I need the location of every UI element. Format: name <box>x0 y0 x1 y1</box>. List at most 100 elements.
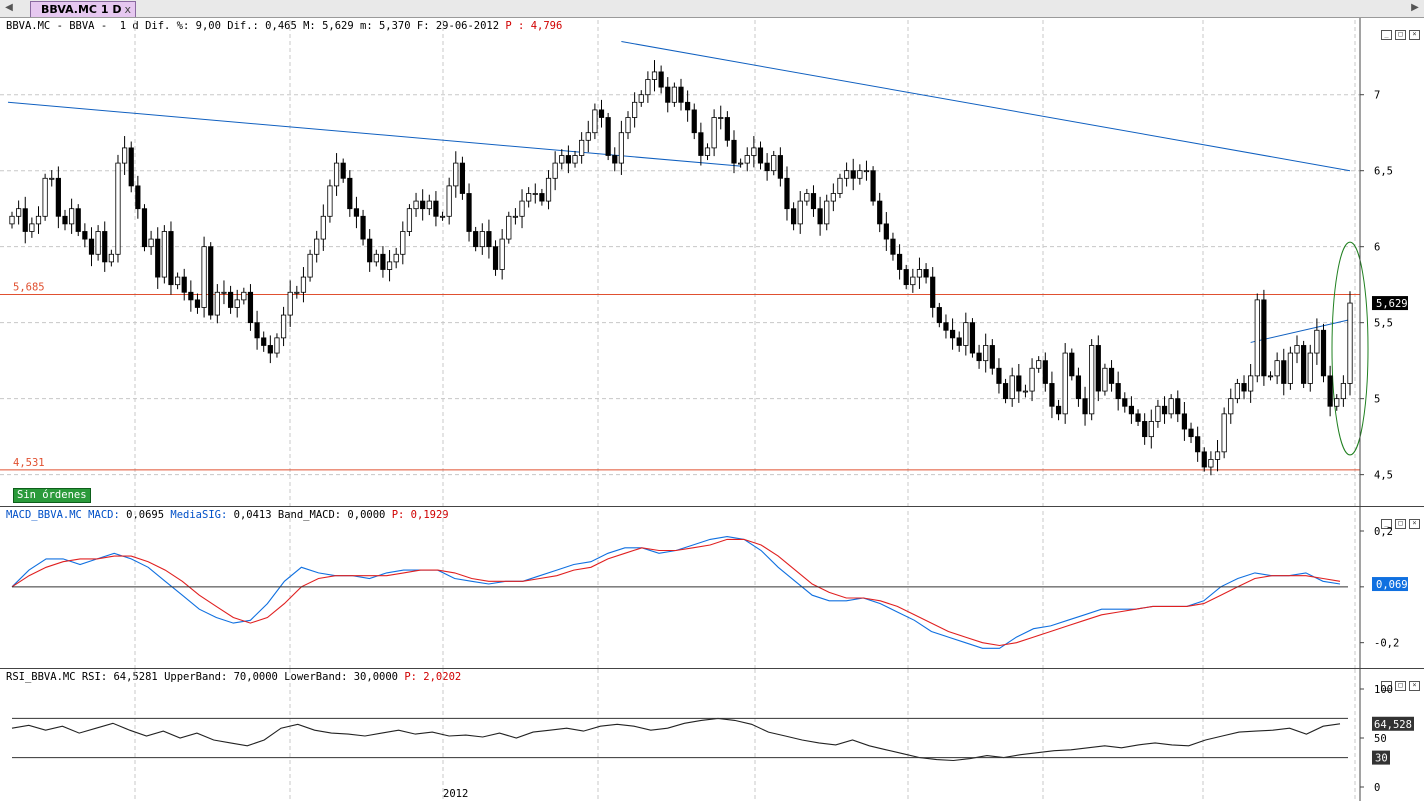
candle-up <box>1307 352 1313 384</box>
tab-scroll-right-icon[interactable]: ▶ <box>1411 2 1419 13</box>
candle-down <box>777 155 783 179</box>
candle-down <box>691 109 697 134</box>
candle-up <box>1287 352 1293 384</box>
y-tick-label: 7 <box>1374 90 1380 102</box>
rsi-chart[interactable]: 100 50 0 64,528 30 2012 <box>0 669 1424 803</box>
candle-up <box>161 231 167 278</box>
candle-up <box>446 185 452 217</box>
candle-down <box>55 177 61 217</box>
maximize-icon[interactable]: □ <box>1395 30 1406 40</box>
candle-up <box>910 276 916 286</box>
candle-down <box>22 208 28 232</box>
candle-up <box>221 291 227 294</box>
candle-down <box>347 177 353 210</box>
candle-down <box>433 200 439 217</box>
close-icon[interactable]: × <box>1409 681 1420 691</box>
series-line-mediasig <box>11 538 1341 647</box>
candle-up <box>671 86 677 103</box>
candle-up <box>638 94 644 103</box>
macd-p-label: P: <box>391 509 405 521</box>
candle-down <box>923 269 929 278</box>
minimize-icon[interactable]: _ <box>1381 519 1392 529</box>
candle-up <box>843 170 850 179</box>
candle-up <box>108 253 114 263</box>
macd-band-value: 0,0000 <box>341 509 386 521</box>
candle-down <box>82 231 88 240</box>
macd-signal-value: 0,0413 <box>227 509 272 521</box>
candle-down <box>459 162 466 194</box>
candle-down <box>1195 436 1201 453</box>
tab-close-icon[interactable]: x <box>124 3 131 16</box>
macd-p-value: 0,1929 <box>404 509 449 521</box>
rsi-p-value: 2,0202 <box>416 671 462 683</box>
candle-down <box>598 109 605 118</box>
minimize-icon[interactable]: _ <box>1381 681 1392 691</box>
candle-up <box>771 155 777 172</box>
rsi-upper-label: UpperBand: <box>164 671 228 683</box>
minimize-icon[interactable]: _ <box>1381 30 1392 40</box>
candle-up <box>579 139 585 156</box>
candle-down <box>1069 352 1075 377</box>
macd-title: MACD_BBVA.MC MACD: <box>6 509 120 521</box>
rsi-lower-value: 30,0000 <box>347 671 398 683</box>
candle-up <box>373 253 379 263</box>
candle-up <box>797 200 803 225</box>
macd-value: 0,0695 <box>119 509 165 521</box>
candle-up <box>519 200 525 217</box>
macd-band-label: Band_MACD: <box>277 509 342 521</box>
candle-up <box>274 337 280 354</box>
close-icon[interactable]: × <box>1409 519 1420 529</box>
orders-status-badge[interactable]: Sin órdenes <box>13 488 91 503</box>
candle-down <box>665 86 671 103</box>
candle-down <box>254 322 260 339</box>
candle-up <box>234 299 240 308</box>
candle-up <box>718 117 724 119</box>
candle-down <box>1095 345 1101 392</box>
candle-down <box>870 170 876 202</box>
price-panel: BBVA.MC - BBVA - 1 d Dif. %: 9,00 Dif.: … <box>0 18 1424 506</box>
candle-down <box>340 162 346 179</box>
candle-up <box>857 170 863 179</box>
maximize-icon[interactable]: □ <box>1395 519 1406 529</box>
x-axis-year-label: 2012 <box>443 788 468 800</box>
close-icon[interactable]: × <box>1409 30 1420 40</box>
candle-up <box>1254 299 1260 377</box>
candle-down <box>473 231 479 248</box>
candle-up <box>69 208 75 225</box>
candle-up <box>327 185 333 217</box>
candle-up <box>413 200 419 210</box>
candle-up <box>1314 329 1320 354</box>
price-header: BBVA.MC - BBVA - 1 d Dif. %: 9,00 Dif.: … <box>6 20 562 32</box>
tab-bbva-chart[interactable]: BBVA.MC 1 D x <box>30 1 136 17</box>
price-header-p-label: P : <box>505 20 531 32</box>
candle-up <box>1221 413 1227 453</box>
maximize-icon[interactable]: □ <box>1395 681 1406 691</box>
candle-up <box>439 215 446 218</box>
candle-down <box>996 367 1002 384</box>
candle-up <box>572 155 578 164</box>
candle-up <box>1294 345 1300 354</box>
macd-chart[interactable]: 0,20-0,2 0,069 <box>0 507 1424 669</box>
tab-scroll-left-icon[interactable]: ◀ <box>5 2 13 13</box>
y-tick-label: 0,2 <box>1374 526 1393 538</box>
chart-tab-bar: ◀ BBVA.MC 1 D x ▶ <box>0 0 1424 18</box>
candle-down <box>492 246 499 270</box>
y-tick-label: -0,2 <box>1374 638 1399 650</box>
last-price-badge-text: 5,629 <box>1376 298 1408 310</box>
macd-panel-controls: _ □ × <box>1378 510 1420 529</box>
candle-up <box>751 147 757 156</box>
candle-up <box>704 147 711 156</box>
candle-down <box>1301 345 1307 384</box>
series-line-macd <box>11 536 1341 649</box>
y-tick-label: 6 <box>1374 242 1380 254</box>
price-chart[interactable]: 7 6,5 6 5,5 5 4,5 5,685 4,531 5,629 <box>0 18 1424 506</box>
candle-down <box>128 147 134 187</box>
candle-up <box>618 132 624 164</box>
candle-up <box>552 162 558 179</box>
candle-up <box>983 345 989 362</box>
candle-down <box>949 329 956 339</box>
rsi-lower-badge: 30 <box>1372 750 1390 765</box>
candle-up <box>1274 360 1280 377</box>
candle-up <box>824 200 830 225</box>
candle-down <box>969 322 976 354</box>
